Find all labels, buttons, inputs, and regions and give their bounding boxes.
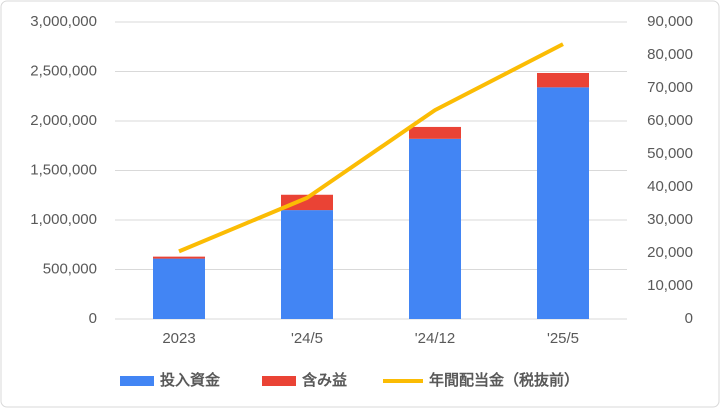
bar <box>409 126 461 139</box>
y2-tick-label: 30,000 <box>647 211 693 228</box>
legend-swatch <box>262 376 296 386</box>
x-tick-label: 2023 <box>162 330 195 347</box>
y2-tick-label: 60,000 <box>647 112 693 129</box>
x-tick-label: '25/5 <box>547 330 579 347</box>
y-tick-label: 1,000,000 <box>30 211 97 228</box>
bar <box>409 138 461 319</box>
x-tick-label: '24/12 <box>415 330 455 347</box>
y2-tick-label: 90,000 <box>647 13 693 30</box>
y2-tick-label: 10,000 <box>647 277 693 294</box>
y2-tick-label: 80,000 <box>647 46 693 63</box>
bar <box>537 72 589 88</box>
y2-tick-label: 70,000 <box>647 79 693 96</box>
bar <box>153 256 205 259</box>
y-tick-label: 500,000 <box>43 260 97 277</box>
legend-label: 年間配当金（税抜前） <box>429 371 579 389</box>
legend-label: 投入資金 <box>160 371 221 389</box>
legend-label: 含み益 <box>302 371 347 389</box>
y2-tick-label: 0 <box>685 310 693 327</box>
x-tick-label: '24/5 <box>291 330 323 347</box>
y2-tick-label: 50,000 <box>647 145 693 162</box>
bar <box>281 210 333 319</box>
y-tick-label: 1,500,000 <box>30 161 97 178</box>
bar <box>153 258 205 319</box>
y-tick-label: 2,500,000 <box>30 62 97 79</box>
y-tick-label: 3,000,000 <box>30 13 97 30</box>
line <box>178 42 564 254</box>
bar <box>281 194 333 211</box>
y-tick-label: 2,000,000 <box>30 112 97 129</box>
legend-swatch <box>120 376 154 386</box>
y2-tick-label: 40,000 <box>647 178 693 195</box>
bar <box>537 87 589 319</box>
y-tick-label: 0 <box>89 310 97 327</box>
y2-tick-label: 20,000 <box>647 244 693 261</box>
